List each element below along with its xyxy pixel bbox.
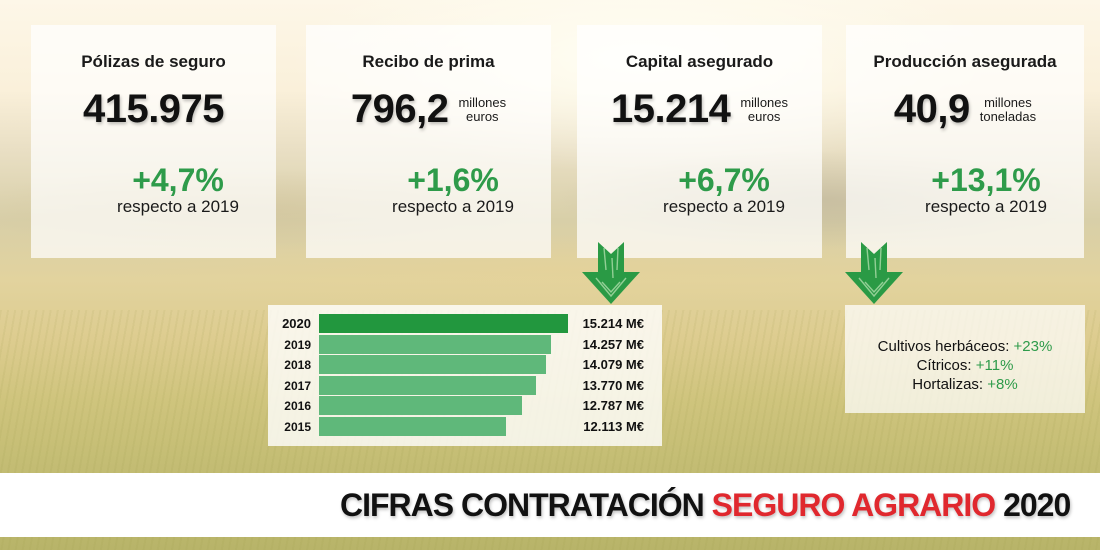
unit-line-2: euros: [466, 108, 499, 124]
crop-label: Hortalizas:: [912, 375, 984, 393]
unit-line-1: millones: [458, 94, 507, 110]
bar-2020: [319, 314, 568, 333]
unit-line-2: euros: [747, 108, 781, 124]
change-percent: +4,7%: [132, 162, 224, 198]
banner-prefix: CIFRAS CONTRATACIÓN: [340, 487, 712, 523]
unit-line-1: millones: [984, 94, 1032, 110]
card-value: 796,2: [350, 87, 449, 131]
change-reference: respecto a 2019: [925, 197, 1047, 216]
bar-2019: [319, 335, 551, 354]
bar-value: 14.257 M€: [582, 337, 644, 352]
capital-history-chart: 2020 15.214 M€ 2019 14.257 M€ 2018 14.07…: [268, 305, 662, 446]
arrow-down-icon: [582, 242, 640, 304]
card-value: 40,9: [893, 87, 970, 131]
card-title: Capital asegurado: [625, 52, 774, 71]
bar-value: 15.214 M€: [582, 316, 644, 331]
banner-title: CIFRAS CONTRATACIÓN SEGURO AGRARIO 2020: [340, 487, 1071, 524]
bar-value: 12.113 M€: [583, 419, 644, 434]
unit-line-1: millones: [740, 94, 789, 110]
card-recibo-de-prima: Recibo de prima 796,2 millones euros +1,…: [306, 25, 551, 258]
card-value-row: 796,2 millones euros: [306, 87, 551, 132]
crop-line: Hortalizas: +8%: [912, 375, 1017, 394]
bar-row: 2020 15.214 M€: [268, 314, 662, 333]
bar-year: 2019: [284, 337, 311, 352]
card-unit: millones euros: [740, 94, 789, 124]
crop-line: Cítricos: +11%: [917, 356, 1014, 375]
crop-label: Cítricos:: [916, 356, 972, 374]
card-produccion-asegurada: Producción asegurada 40,9 millones tonel…: [846, 25, 1084, 258]
change-reference: respecto a 2019: [117, 197, 239, 216]
bar-year: 2015: [284, 419, 311, 434]
banner-suffix: 2020: [995, 487, 1071, 523]
bar-year: 2020: [282, 316, 311, 331]
bar-2017: [319, 376, 536, 395]
card-change: +6,7% respecto a 2019: [644, 163, 804, 217]
crop-breakdown-panel: Cultivos herbáceos: +23% Cítricos: +11% …: [845, 305, 1085, 413]
bar-value: 12.787 M€: [582, 398, 644, 413]
card-polizas-de-seguro: Pólizas de seguro 415.975 +4,7% respecto…: [31, 25, 276, 258]
card-change: +4,7% respecto a 2019: [98, 163, 258, 217]
bar-year: 2016: [284, 398, 311, 413]
card-change: +13,1% respecto a 2019: [906, 163, 1066, 217]
crop-value: +23%: [1013, 337, 1053, 355]
crop-value: +11%: [975, 356, 1014, 374]
bar-value: 14.079 M€: [582, 357, 644, 372]
card-capital-asegurado: Capital asegurado 15.214 millones euros …: [577, 25, 822, 258]
bar-row: 2017 13.770 M€: [268, 376, 662, 395]
bar-2016: [319, 396, 522, 415]
card-value-row: 40,9 millones toneladas: [846, 87, 1084, 132]
change-reference: respecto a 2019: [663, 197, 785, 216]
change-percent: +13,1%: [931, 162, 1041, 198]
banner-highlight: SEGURO AGRARIO: [711, 487, 996, 523]
crop-label: Cultivos herbáceos:: [877, 337, 1010, 355]
card-unit: millones toneladas: [979, 94, 1037, 124]
arrow-down-icon: [845, 242, 903, 304]
bar-row: 2019 14.257 M€: [268, 335, 662, 354]
card-value: 15.214: [610, 87, 731, 131]
bar-year: 2017: [284, 378, 311, 393]
bar-value: 13.770 M€: [582, 378, 644, 393]
card-value-row: 15.214 millones euros: [577, 87, 822, 132]
card-title: Producción asegurada: [873, 52, 1057, 71]
change-reference: respecto a 2019: [392, 197, 514, 216]
bar-year: 2018: [284, 357, 311, 372]
unit-line-2: toneladas: [979, 108, 1037, 124]
card-title: Pólizas de seguro: [81, 52, 226, 71]
change-percent: +1,6%: [407, 162, 499, 198]
bar-row: 2015 12.113 M€: [268, 417, 662, 436]
card-unit: millones euros: [458, 94, 507, 124]
title-banner: CIFRAS CONTRATACIÓN SEGURO AGRARIO 2020: [0, 473, 1100, 537]
card-title: Recibo de prima: [362, 52, 495, 71]
crop-value: +8%: [987, 375, 1018, 393]
card-change: +1,6% respecto a 2019: [373, 163, 533, 217]
change-percent: +6,7%: [678, 162, 770, 198]
crop-line: Cultivos herbáceos: +23%: [878, 337, 1053, 356]
bar-2015: [319, 417, 506, 436]
bar-row: 2018 14.079 M€: [268, 355, 662, 374]
bar-row: 2016 12.787 M€: [268, 396, 662, 415]
card-value-row: 415.975: [31, 87, 276, 132]
bar-2018: [319, 355, 546, 374]
card-value: 415.975: [82, 87, 225, 131]
